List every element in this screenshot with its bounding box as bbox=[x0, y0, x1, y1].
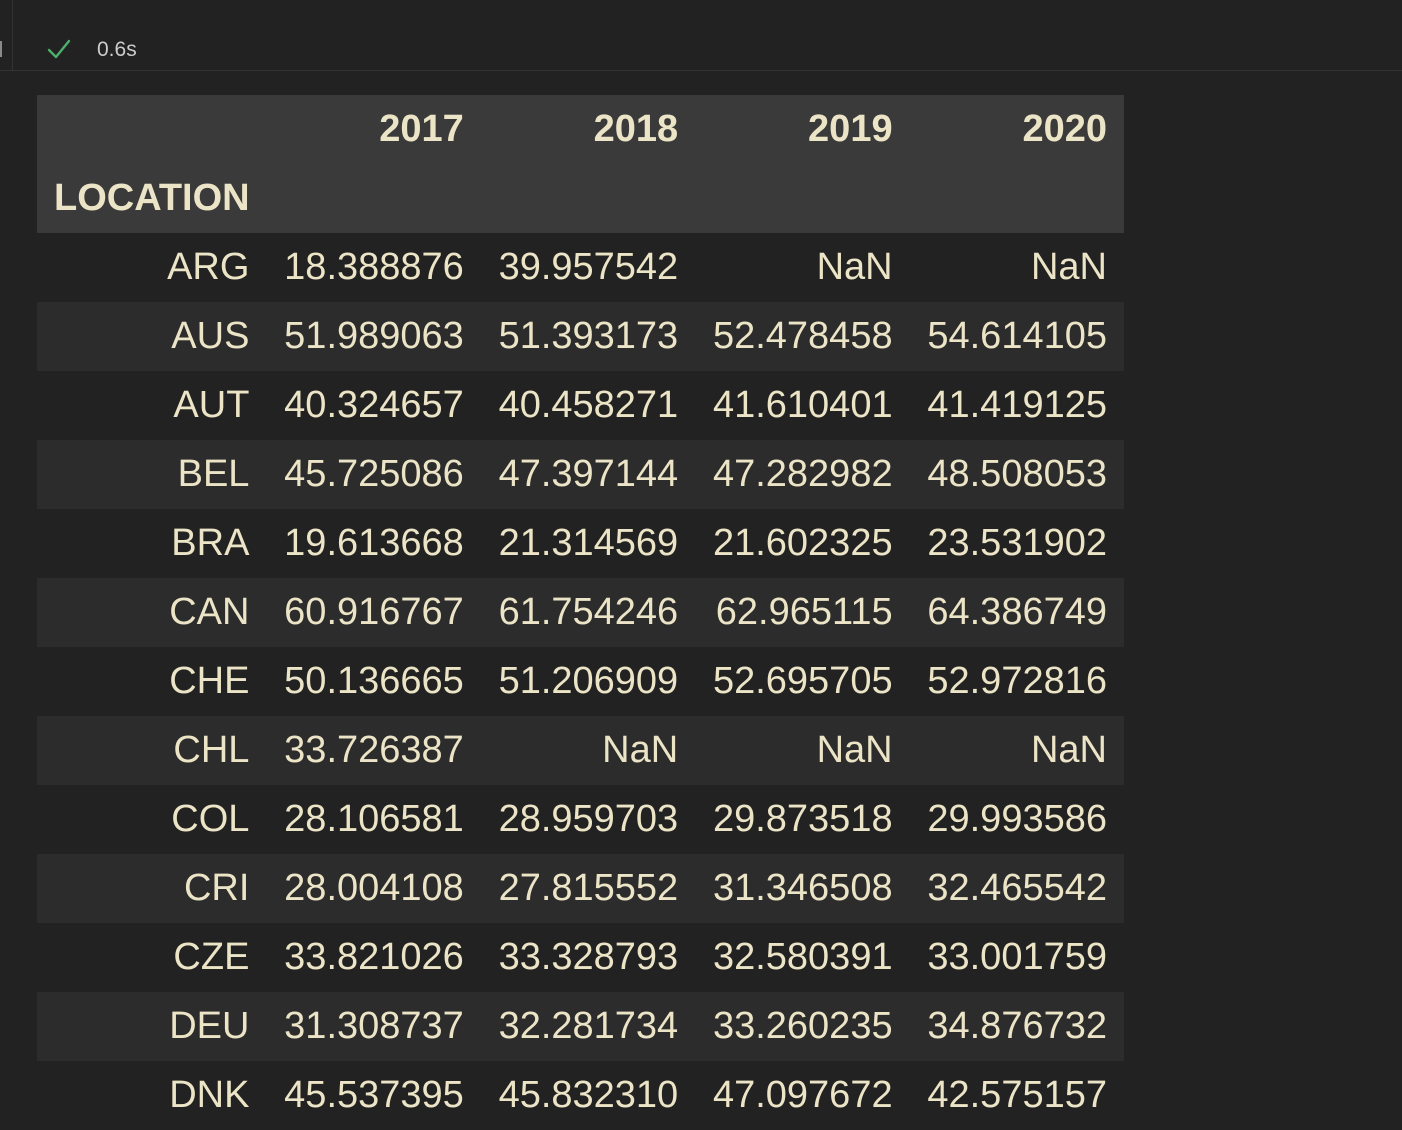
table-body: ARG 18.388876 39.957542 NaN NaN AUS 51.989063 5… bbox=[37, 233, 1124, 1130]
row-index-label: CHE bbox=[169, 660, 250, 702]
table-cell: 21.314569 bbox=[498, 522, 679, 564]
table-cell: 48.508053 bbox=[927, 453, 1107, 495]
column-header: 2020 bbox=[909, 95, 1124, 164]
table-cell: 33.821026 bbox=[284, 936, 464, 978]
table-cell: 33.328793 bbox=[498, 936, 679, 978]
table-cell: 18.388876 bbox=[284, 246, 464, 288]
table-cell: NaN bbox=[816, 729, 893, 771]
table-cell: 29.873518 bbox=[712, 798, 893, 840]
table-cell: 52.478458 bbox=[712, 315, 893, 357]
table-cell: 27.815552 bbox=[498, 867, 679, 909]
table-cell: 40.458271 bbox=[498, 384, 679, 426]
table-cell: 61.754246 bbox=[498, 591, 679, 633]
row-index-label: DNK bbox=[169, 1074, 250, 1116]
table-cell: 47.397144 bbox=[498, 453, 679, 495]
table-cell: 32.465542 bbox=[927, 867, 1107, 909]
table-cell: 42.575157 bbox=[927, 1074, 1107, 1116]
table-cell: 29.993586 bbox=[927, 798, 1107, 840]
table-cell: 39.957542 bbox=[498, 246, 679, 288]
table-row: CHL 33.726387 NaN NaN NaN bbox=[37, 716, 1124, 785]
table-cell: 21.602325 bbox=[712, 522, 893, 564]
column-header: 2019 bbox=[695, 95, 910, 164]
row-index-label: CRI bbox=[183, 867, 250, 909]
table-row: AUT 40.324657 40.458271 41.610401 41.419125 bbox=[37, 371, 1124, 440]
table-row: DEU 31.308737 32.281734 33.260235 34.876732 bbox=[37, 992, 1124, 1061]
table-cell: 41.419125 bbox=[927, 384, 1107, 426]
column-header: 2017 bbox=[266, 95, 481, 164]
table-cell: 40.324657 bbox=[284, 384, 464, 426]
table-cell: 52.972816 bbox=[927, 660, 1107, 702]
table-cell: 28.106581 bbox=[284, 798, 464, 840]
table-cell: 47.097672 bbox=[712, 1074, 893, 1116]
execution-time: 0.6s bbox=[97, 38, 137, 61]
row-index-label: AUT bbox=[173, 384, 250, 426]
table-row: COL 28.106581 28.959703 29.873518 29.993586 bbox=[37, 785, 1124, 854]
row-index-label: DEU bbox=[169, 1005, 250, 1047]
cell-focus-indicator bbox=[0, 41, 2, 57]
dataframe-table: 2017 2018 2019 2020 LOCATION ARG 18.38887… bbox=[37, 95, 1124, 1130]
table-cell: 45.725086 bbox=[284, 453, 464, 495]
table-row: AUS 51.989063 51.393173 52.478458 54.614105 bbox=[37, 302, 1124, 371]
table-row: ARG 18.388876 39.957542 NaN NaN bbox=[37, 233, 1124, 302]
table-cell: 51.206909 bbox=[498, 660, 679, 702]
table-row: DNK 45.537395 45.832310 47.097672 42.575157 bbox=[37, 1061, 1124, 1130]
table-row: BRA 19.613668 21.314569 21.602325 23.531902 bbox=[37, 509, 1124, 578]
cell-status-bar: 0.6s bbox=[0, 0, 1402, 71]
gutter-divider bbox=[12, 0, 13, 71]
table-cell: 45.832310 bbox=[498, 1074, 679, 1116]
table-cell: 33.726387 bbox=[284, 729, 464, 771]
table-cell: 50.136665 bbox=[284, 660, 464, 702]
row-index-label: CAN bbox=[169, 591, 250, 633]
table-cell: NaN bbox=[1030, 246, 1107, 288]
table-cell: 28.959703 bbox=[498, 798, 679, 840]
table-cell: 51.393173 bbox=[498, 315, 679, 357]
row-index-label: CHL bbox=[173, 729, 250, 771]
table-cell: 52.695705 bbox=[712, 660, 893, 702]
table-cell: NaN bbox=[1030, 729, 1107, 771]
table-cell: 54.614105 bbox=[927, 315, 1107, 357]
row-index-label: AUS bbox=[171, 315, 250, 357]
row-index-label: CZE bbox=[173, 936, 250, 978]
check-icon bbox=[47, 39, 71, 59]
table-cell: 64.386749 bbox=[927, 591, 1107, 633]
table-cell: 33.001759 bbox=[927, 936, 1107, 978]
table-cell: 60.916767 bbox=[284, 591, 464, 633]
table-cell: 51.989063 bbox=[284, 315, 464, 357]
index-name: LOCATION bbox=[37, 164, 267, 233]
table-cell: 32.281734 bbox=[498, 1005, 679, 1047]
column-header-row: 2017 2018 2019 2020 bbox=[37, 95, 1124, 164]
table-cell: 62.965115 bbox=[715, 591, 893, 633]
row-index-label: BEL bbox=[177, 453, 250, 495]
table-cell: 45.537395 bbox=[284, 1074, 464, 1116]
table-cell: 34.876732 bbox=[927, 1005, 1107, 1047]
table-row: CRI 28.004108 27.815552 31.346508 32.465542 bbox=[37, 854, 1124, 923]
table-cell: NaN bbox=[602, 729, 679, 771]
table-row: CZE 33.821026 33.328793 32.580391 33.001759 bbox=[37, 923, 1124, 992]
table-cell: 31.346508 bbox=[712, 867, 893, 909]
row-index-label: ARG bbox=[167, 246, 250, 288]
table-row: CHE 50.136665 51.206909 52.695705 52.972816 bbox=[37, 647, 1124, 716]
index-name-row: LOCATION bbox=[37, 164, 1124, 233]
row-index-label: BRA bbox=[171, 522, 250, 564]
table-cell: 41.610401 bbox=[712, 384, 893, 426]
table-row: BEL 45.725086 47.397144 47.282982 48.508053 bbox=[37, 440, 1124, 509]
table-cell: 19.613668 bbox=[284, 522, 464, 564]
header-blank bbox=[37, 95, 267, 164]
table-cell: 32.580391 bbox=[712, 936, 893, 978]
table-cell: 33.260235 bbox=[712, 1005, 893, 1047]
table-cell: 28.004108 bbox=[284, 867, 464, 909]
column-header: 2018 bbox=[480, 95, 696, 164]
cell-output[interactable]: 2017 2018 2019 2020 LOCATION ARG 18.38887… bbox=[37, 95, 1124, 1130]
table-cell: NaN bbox=[816, 246, 893, 288]
table-cell: 31.308737 bbox=[284, 1005, 464, 1047]
table-cell: 47.282982 bbox=[712, 453, 893, 495]
table-cell: 23.531902 bbox=[927, 522, 1107, 564]
table-row: CAN 60.916767 61.754246 62.965115 64.386749 bbox=[37, 578, 1124, 647]
row-index-label: COL bbox=[171, 798, 250, 840]
